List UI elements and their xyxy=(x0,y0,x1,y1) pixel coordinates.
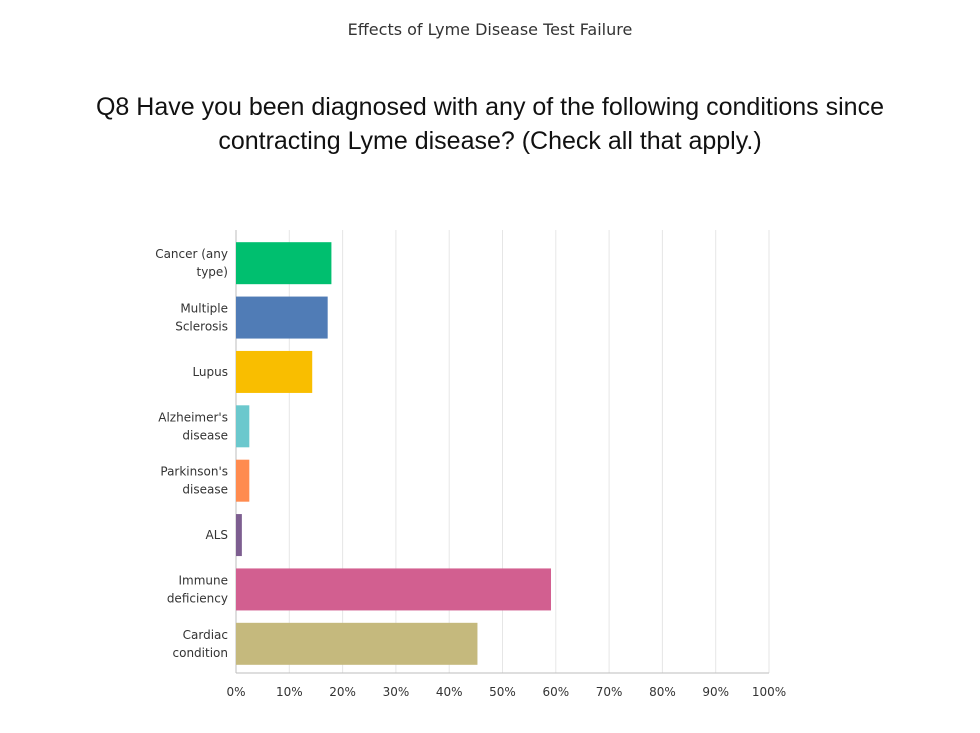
category-label: Parkinson's disease xyxy=(160,465,228,497)
bar xyxy=(236,296,328,339)
x-tick-label: 40% xyxy=(436,685,463,699)
x-tick-label: 80% xyxy=(649,685,676,699)
survey-title: Effects of Lyme Disease Test Failure xyxy=(347,20,633,39)
x-tick-label: 50% xyxy=(489,685,516,699)
category-label: Cardiac condition xyxy=(173,628,228,660)
x-tick-label: 0% xyxy=(226,685,245,699)
x-tick-label: 20% xyxy=(329,685,356,699)
x-tick-label: 100% xyxy=(752,685,786,699)
category-label: Cancer (any type) xyxy=(155,247,228,279)
bar xyxy=(236,405,250,448)
category-label: Immune deficiency xyxy=(167,573,228,605)
bar xyxy=(236,350,313,393)
category-label: Alzheimer's disease xyxy=(158,410,228,442)
category-label: Lupus xyxy=(192,365,228,379)
x-tick-label: 90% xyxy=(702,685,729,699)
question-title: Q8 Have you been diagnosed with any of t… xyxy=(95,93,884,155)
category-label: ALS xyxy=(205,528,228,542)
x-tick-label: 30% xyxy=(383,685,410,699)
x-tick-label: 60% xyxy=(542,685,569,699)
category-label: Multiple Sclerosis xyxy=(175,302,228,334)
x-tick-label: 70% xyxy=(596,685,623,699)
bar xyxy=(236,568,552,611)
bar xyxy=(236,242,332,285)
bar xyxy=(236,622,478,665)
bar xyxy=(236,514,242,557)
bar xyxy=(236,459,250,502)
x-tick-label: 10% xyxy=(276,685,303,699)
